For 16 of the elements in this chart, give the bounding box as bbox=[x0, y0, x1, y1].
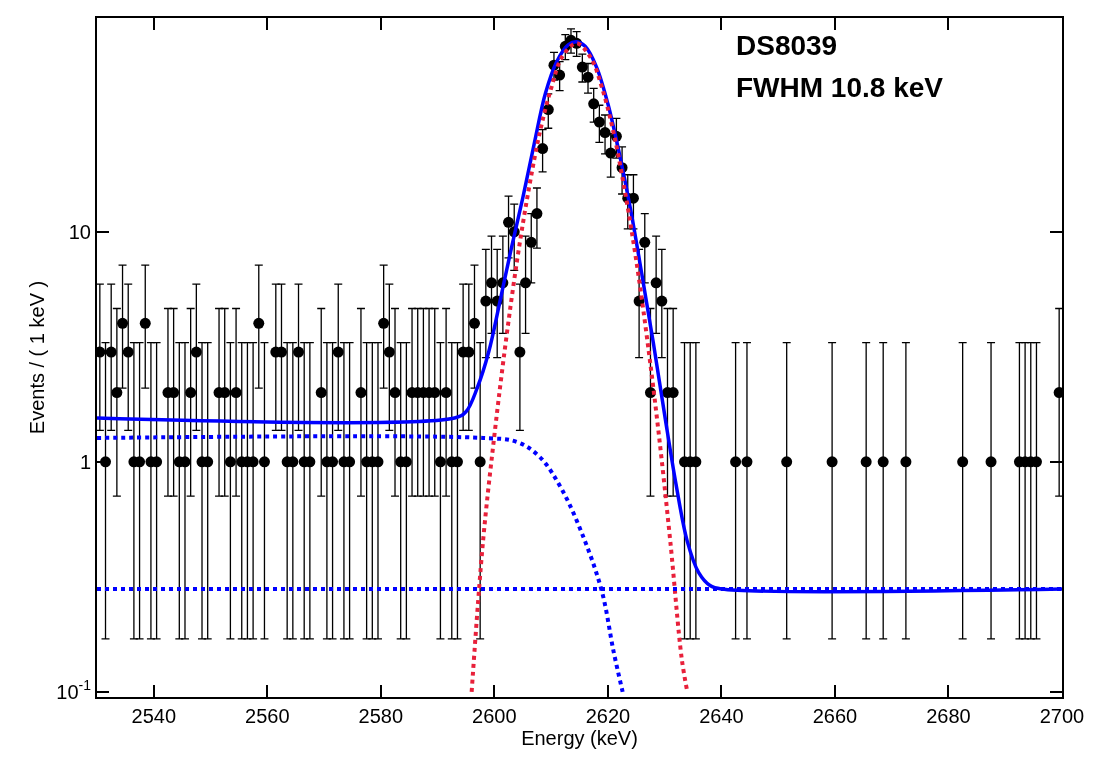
x-tick-label: 2600 bbox=[472, 705, 517, 727]
annotation: DS8039 bbox=[736, 30, 838, 61]
y-tick-label: 1 bbox=[79, 450, 91, 473]
x-tick-label: 2700 bbox=[1039, 705, 1085, 727]
x-tick-label: 2680 bbox=[926, 705, 971, 727]
x-axis-title: Energy (keV) bbox=[521, 727, 638, 749]
x-tick-label: 2660 bbox=[812, 705, 858, 727]
y-tick-label: 10$^{-1}$ bbox=[56, 677, 92, 703]
x-tick-label: 2580 bbox=[358, 705, 404, 727]
x-tick-label: 2620 bbox=[585, 705, 631, 727]
x-tick-label: 2540 bbox=[131, 705, 177, 727]
x-tick-label: 2560 bbox=[245, 705, 290, 727]
annotation: FWHM 10.8 keV bbox=[736, 72, 944, 103]
x-tick-label: 2640 bbox=[699, 705, 744, 727]
y-tick-label: 10 bbox=[68, 220, 91, 243]
y-axis-title: Events / ( 1 keV ) bbox=[26, 280, 49, 435]
